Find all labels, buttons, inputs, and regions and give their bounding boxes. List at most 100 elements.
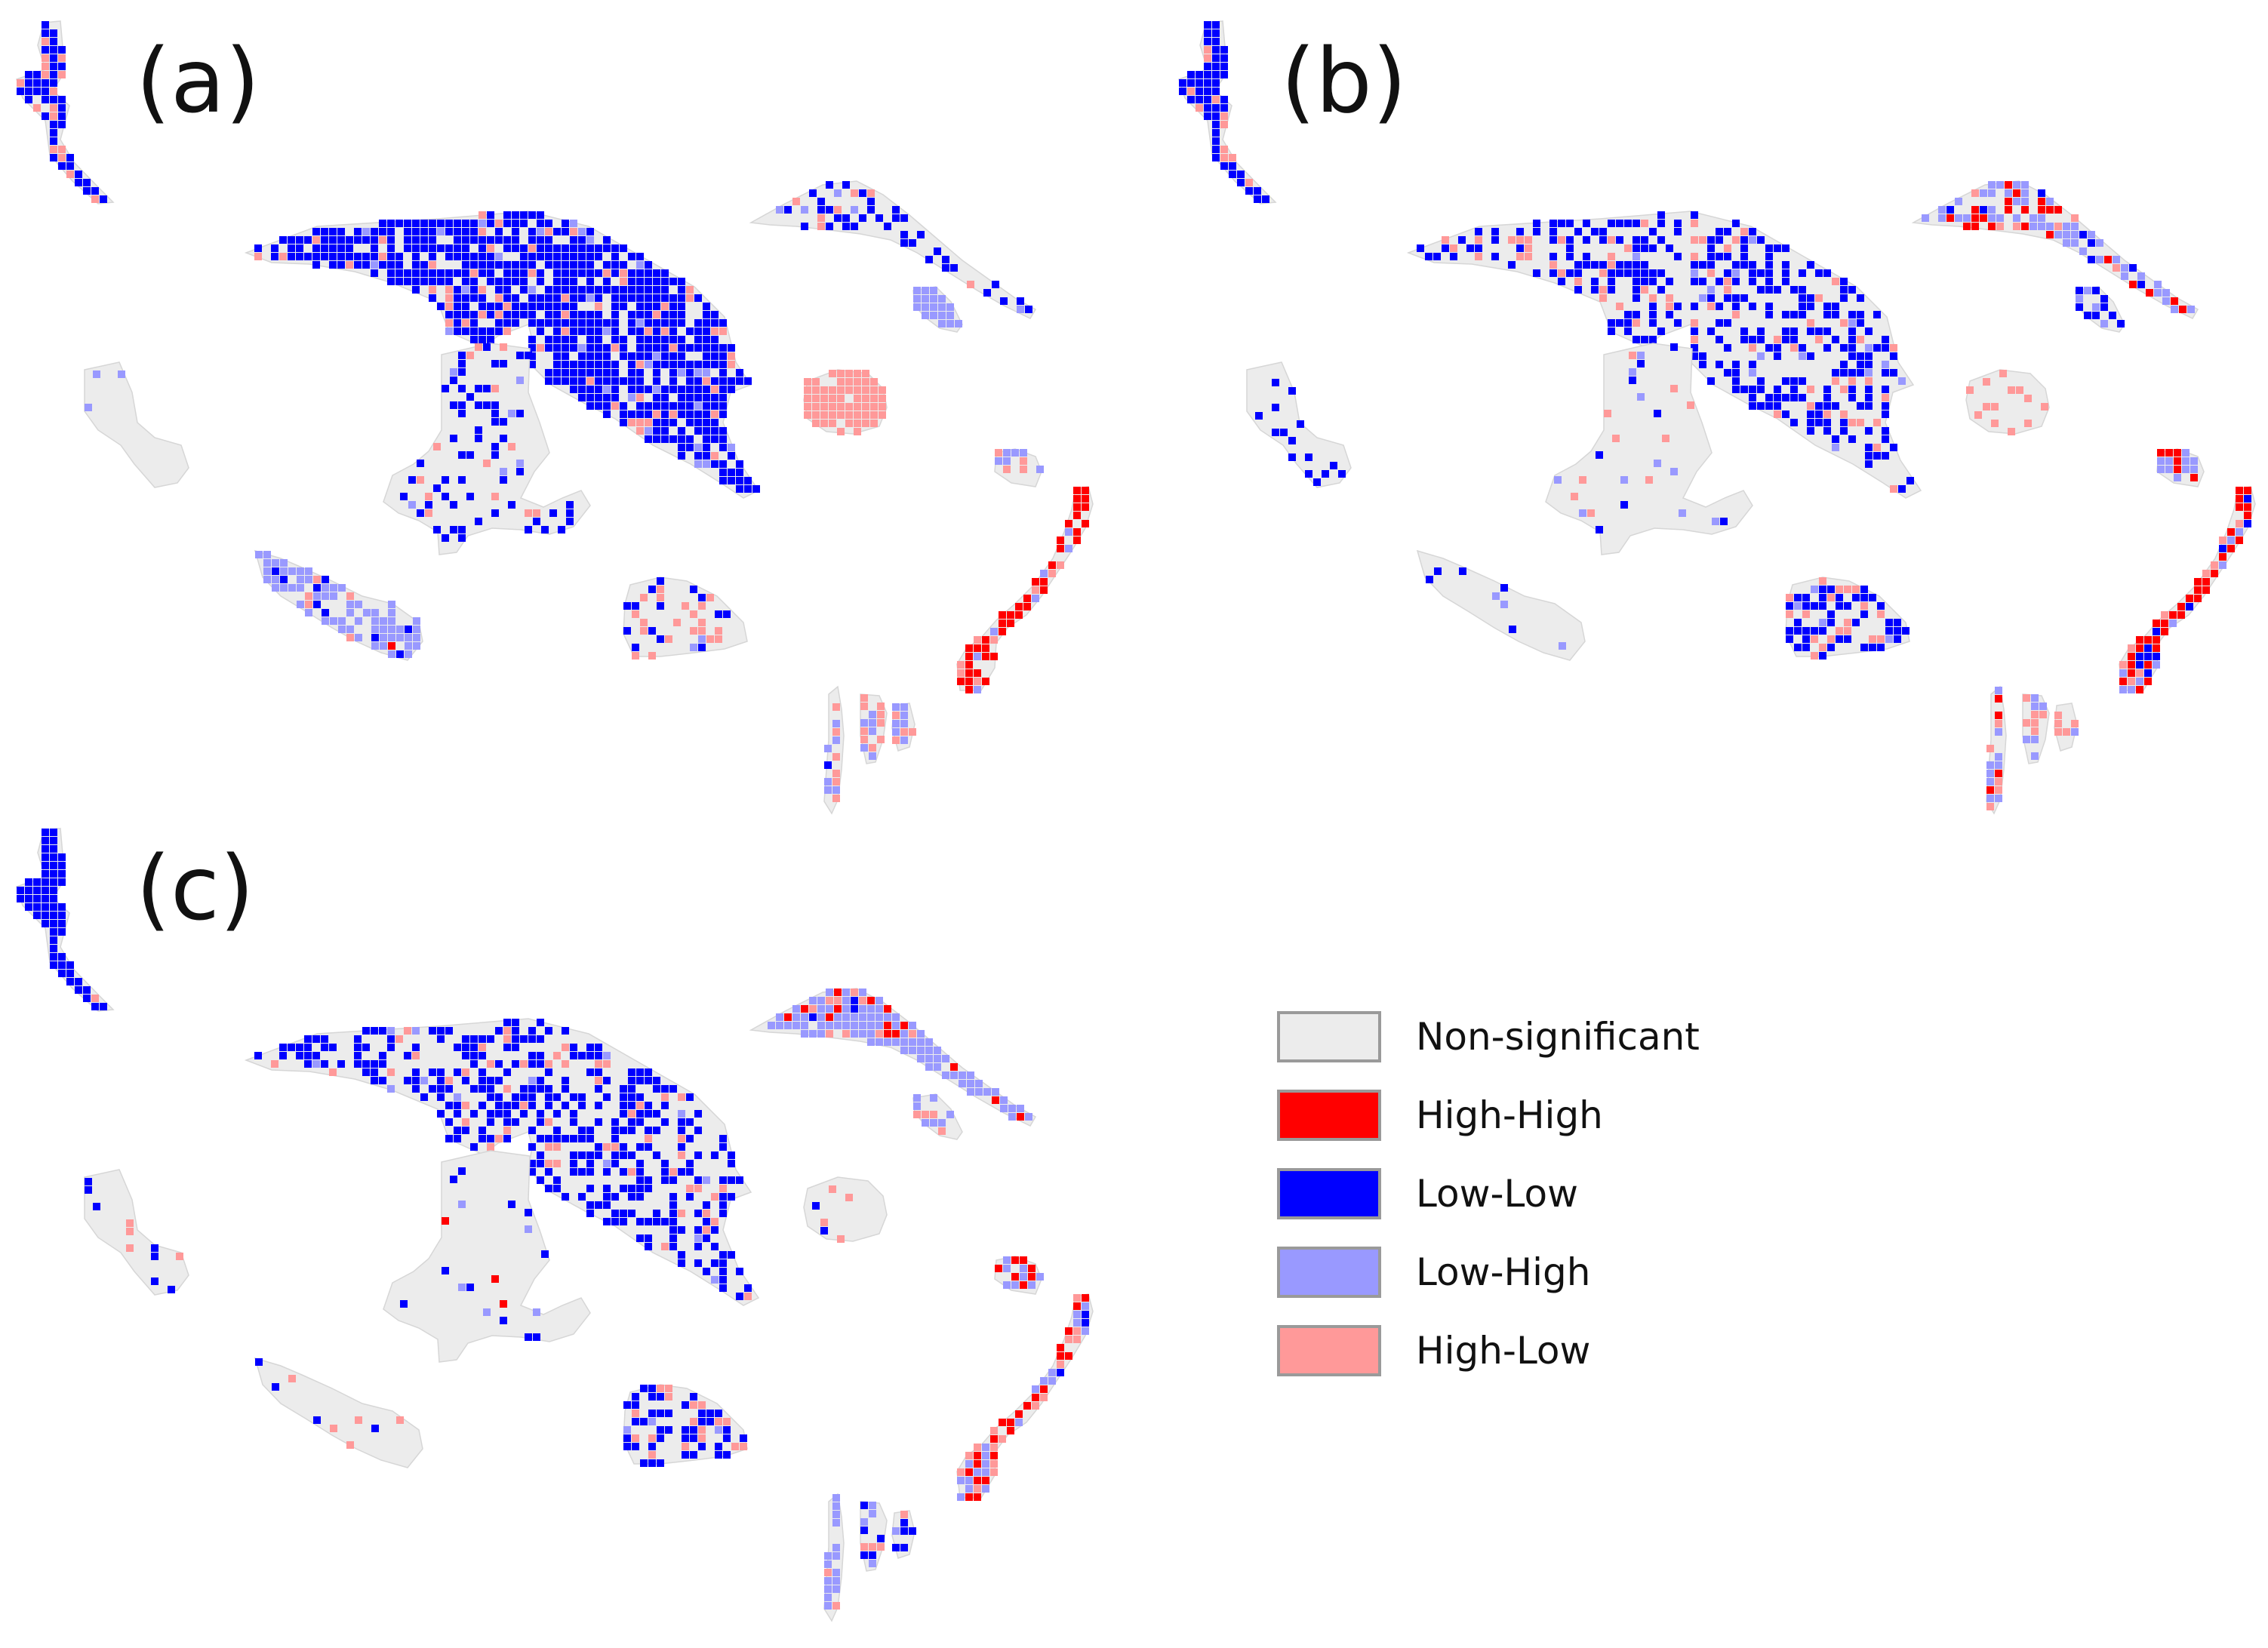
cell-low-low xyxy=(503,1068,511,1076)
cell-low-low xyxy=(1857,361,1864,368)
cell-low-low xyxy=(1749,228,1756,235)
cell-low-low xyxy=(586,369,594,377)
cell-high-high xyxy=(974,1460,981,1468)
cell-low-low xyxy=(669,319,677,327)
cell-high-low xyxy=(719,1185,727,1192)
cell-low-low xyxy=(711,1259,719,1267)
cell-high-high xyxy=(1082,495,1089,503)
cell-low-low xyxy=(445,253,453,260)
cell-high-low xyxy=(545,1143,552,1151)
cell-low-high xyxy=(876,1038,883,1046)
cell-low-low xyxy=(537,1035,544,1043)
cell-low-low xyxy=(586,1168,594,1176)
cell-low-low xyxy=(33,903,41,911)
cell-high-low xyxy=(126,1228,134,1235)
cell-low-low xyxy=(752,485,760,493)
cell-low-low xyxy=(371,269,378,277)
cell-low-low xyxy=(611,361,619,368)
cell-low-low xyxy=(450,1176,457,1183)
cell-low-low xyxy=(661,278,669,285)
cell-high-high xyxy=(990,1435,998,1443)
cell-high-high xyxy=(1988,223,1996,230)
cell-low-high xyxy=(2153,661,2160,669)
cell-low-low xyxy=(50,137,57,145)
cell-high-low xyxy=(479,211,486,219)
cell-low-high xyxy=(2182,449,2190,457)
region-east-ring-c xyxy=(803,1176,888,1243)
cell-low-low xyxy=(371,236,378,244)
cell-high-high xyxy=(2005,206,2012,214)
cell-low-high xyxy=(982,1460,989,1468)
cell-low-low xyxy=(682,1434,689,1442)
cell-high-low xyxy=(711,1218,719,1225)
cell-high-low xyxy=(832,778,840,786)
cell-low-high xyxy=(371,609,379,616)
cell-high-low xyxy=(491,385,499,392)
cell-low-low xyxy=(379,1027,386,1035)
cell-low-low xyxy=(454,253,461,260)
cell-low-low xyxy=(1649,336,1657,343)
cell-low-low xyxy=(1229,162,1236,170)
cell-high-low xyxy=(862,411,869,419)
cell-low-low xyxy=(694,1110,702,1118)
cell-low-low xyxy=(603,361,611,368)
cell-low-low xyxy=(50,903,57,911)
cell-low-low xyxy=(1654,410,1661,417)
cell-low-low xyxy=(661,419,669,426)
cell-low-low xyxy=(632,1418,639,1425)
cell-high-low xyxy=(562,1044,569,1051)
cell-low-low xyxy=(1450,253,1457,260)
cell-low-low xyxy=(445,1085,453,1093)
cell-low-low xyxy=(703,386,710,393)
cell-high-low xyxy=(837,403,845,410)
cell-low-low xyxy=(503,211,511,219)
cell-low-low xyxy=(1844,602,1851,610)
cell-low-high xyxy=(636,319,644,327)
cell-low-low xyxy=(578,319,586,327)
cell-low-low xyxy=(711,435,719,443)
cell-low-low xyxy=(329,244,337,252)
cell-low-low xyxy=(25,79,32,87)
cell-low-low xyxy=(1827,610,1835,618)
cell-low-low xyxy=(1823,327,1831,335)
cell-low-low xyxy=(1865,452,1873,460)
cell-low-low xyxy=(42,88,49,95)
cell-low-low xyxy=(445,1135,453,1142)
cell-high-low xyxy=(706,594,714,601)
cell-low-high xyxy=(832,736,840,744)
cell-low-low xyxy=(723,1434,731,1442)
cell-low-low xyxy=(1882,386,1889,393)
cell-high-low xyxy=(1848,419,1856,426)
cell-low-low xyxy=(1187,71,1195,78)
cell-low-high xyxy=(2071,231,2079,238)
cell-high-low xyxy=(640,594,648,601)
cell-low-low xyxy=(1980,206,1987,214)
cell-low-high xyxy=(297,576,304,583)
cell-low-low xyxy=(329,236,337,244)
cell-low-low xyxy=(42,21,49,29)
cell-low-low xyxy=(429,269,436,277)
cell-low-high xyxy=(860,719,868,727)
cell-high-high xyxy=(1007,611,1014,619)
cell-low-low xyxy=(570,336,577,343)
cell-low-low xyxy=(1794,644,1802,651)
cell-high-low xyxy=(479,286,486,294)
cell-low-low xyxy=(2088,256,2095,263)
cell-low-low xyxy=(611,1127,619,1134)
legend-swatch-high-low xyxy=(1277,1325,1381,1376)
cell-high-low xyxy=(1807,386,1814,393)
cell-low-high xyxy=(1996,214,2004,222)
cell-high-low xyxy=(570,228,577,235)
cell-low-low xyxy=(678,311,685,318)
cell-high-low xyxy=(829,1185,836,1193)
cell-low-low xyxy=(586,1135,594,1142)
cell-low-high xyxy=(380,642,387,650)
cell-low-low xyxy=(1782,394,1789,401)
cell-low-low xyxy=(603,1218,611,1225)
cell-low-low xyxy=(1882,427,1889,435)
cell-low-low xyxy=(669,1234,677,1242)
cell-low-low xyxy=(1212,54,1220,62)
cell-low-low xyxy=(645,1077,652,1084)
cell-low-high xyxy=(1986,770,1994,777)
cell-high-high xyxy=(2186,595,2193,602)
